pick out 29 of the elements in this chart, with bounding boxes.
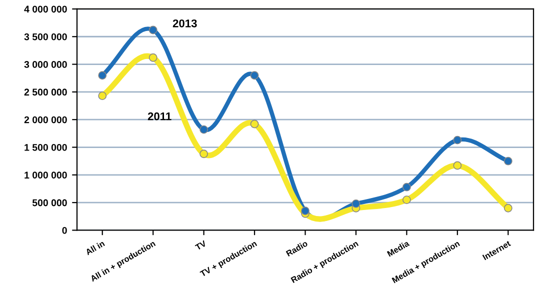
y-tick-label: 2 500 000 [24,88,67,96]
y-tick-label: 3 000 000 [24,61,67,68]
x-tick-label: All in [84,240,105,256]
series-label: 2011 [148,112,172,120]
point [250,120,259,128]
point [200,125,208,134]
y-tick-label: 4 000 000 [24,6,67,13]
point [148,26,158,34]
point [98,71,107,80]
point [402,196,411,204]
point [352,199,360,208]
x-tick-label: TV [194,240,207,250]
y-tick-label: 1 500 000 [24,144,67,151]
series-label: 2013 [172,19,197,28]
point [402,182,411,192]
point [250,71,259,80]
point [504,204,512,212]
y-tick-label: 1 000 000 [24,172,67,179]
point [200,150,208,158]
point [98,92,107,100]
point [301,206,310,216]
point [504,156,512,166]
y-tick-label: 500 000 [32,199,67,206]
point [453,161,462,170]
point [148,53,158,62]
y-tick-label: 2 000 000 [24,116,67,124]
point [453,136,462,144]
y-tick-label: 3 500 000 [24,33,67,40]
y-tick-label: 0 [62,226,67,234]
